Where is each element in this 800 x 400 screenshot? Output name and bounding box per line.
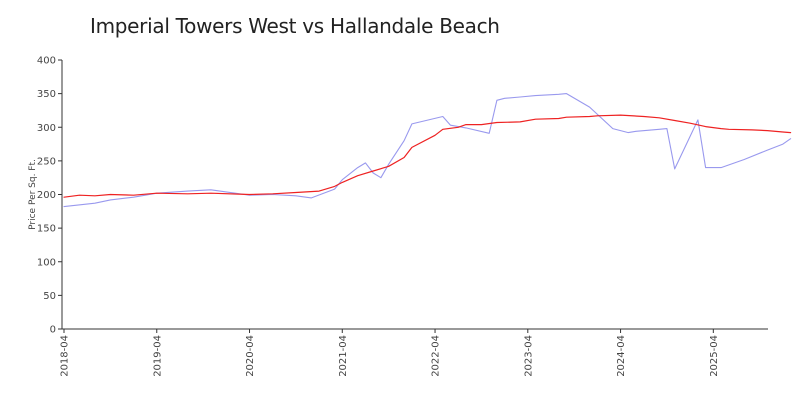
axes [61,60,768,330]
y-tick-label: 250 [37,156,56,167]
series-line-1 [63,93,792,208]
y-tick-label: 300 [37,123,56,134]
x-tick-label: 2019-04 [152,335,163,377]
y-axis-label: Price Per Sq. Ft. [28,159,38,230]
x-tick-label: 2021-04 [338,335,349,377]
y-tick-label: 200 [37,190,56,201]
x-tick-label: 2023-04 [523,335,534,377]
x-tick-label: 2020-04 [245,335,256,377]
x-axis-ticks: 2018-04 2019-04 2020-04 2021-04 2022-04 2023-… [60,329,720,377]
x-tick-label: 2025-04 [709,335,720,377]
series-line-2 [63,114,792,198]
y-tick-label: 0 [50,325,56,336]
y-tick-label: 350 [37,89,56,100]
y-tick-label: 100 [37,257,56,268]
y-tick-label: 400 [37,56,56,67]
x-tick-label: 2024-04 [616,335,627,377]
chart-title: Imperial Towers West vs Hallandale Beach [90,14,500,38]
series-lines [63,93,792,208]
y-tick-label: 150 [37,224,56,235]
x-tick-label: 2022-04 [431,335,442,377]
x-tick-label: 2018-04 [60,335,71,377]
y-tick-label: 50 [43,291,56,302]
y-axis-ticks: 0 50 100 150 200 250 300 350 400 [37,56,62,336]
